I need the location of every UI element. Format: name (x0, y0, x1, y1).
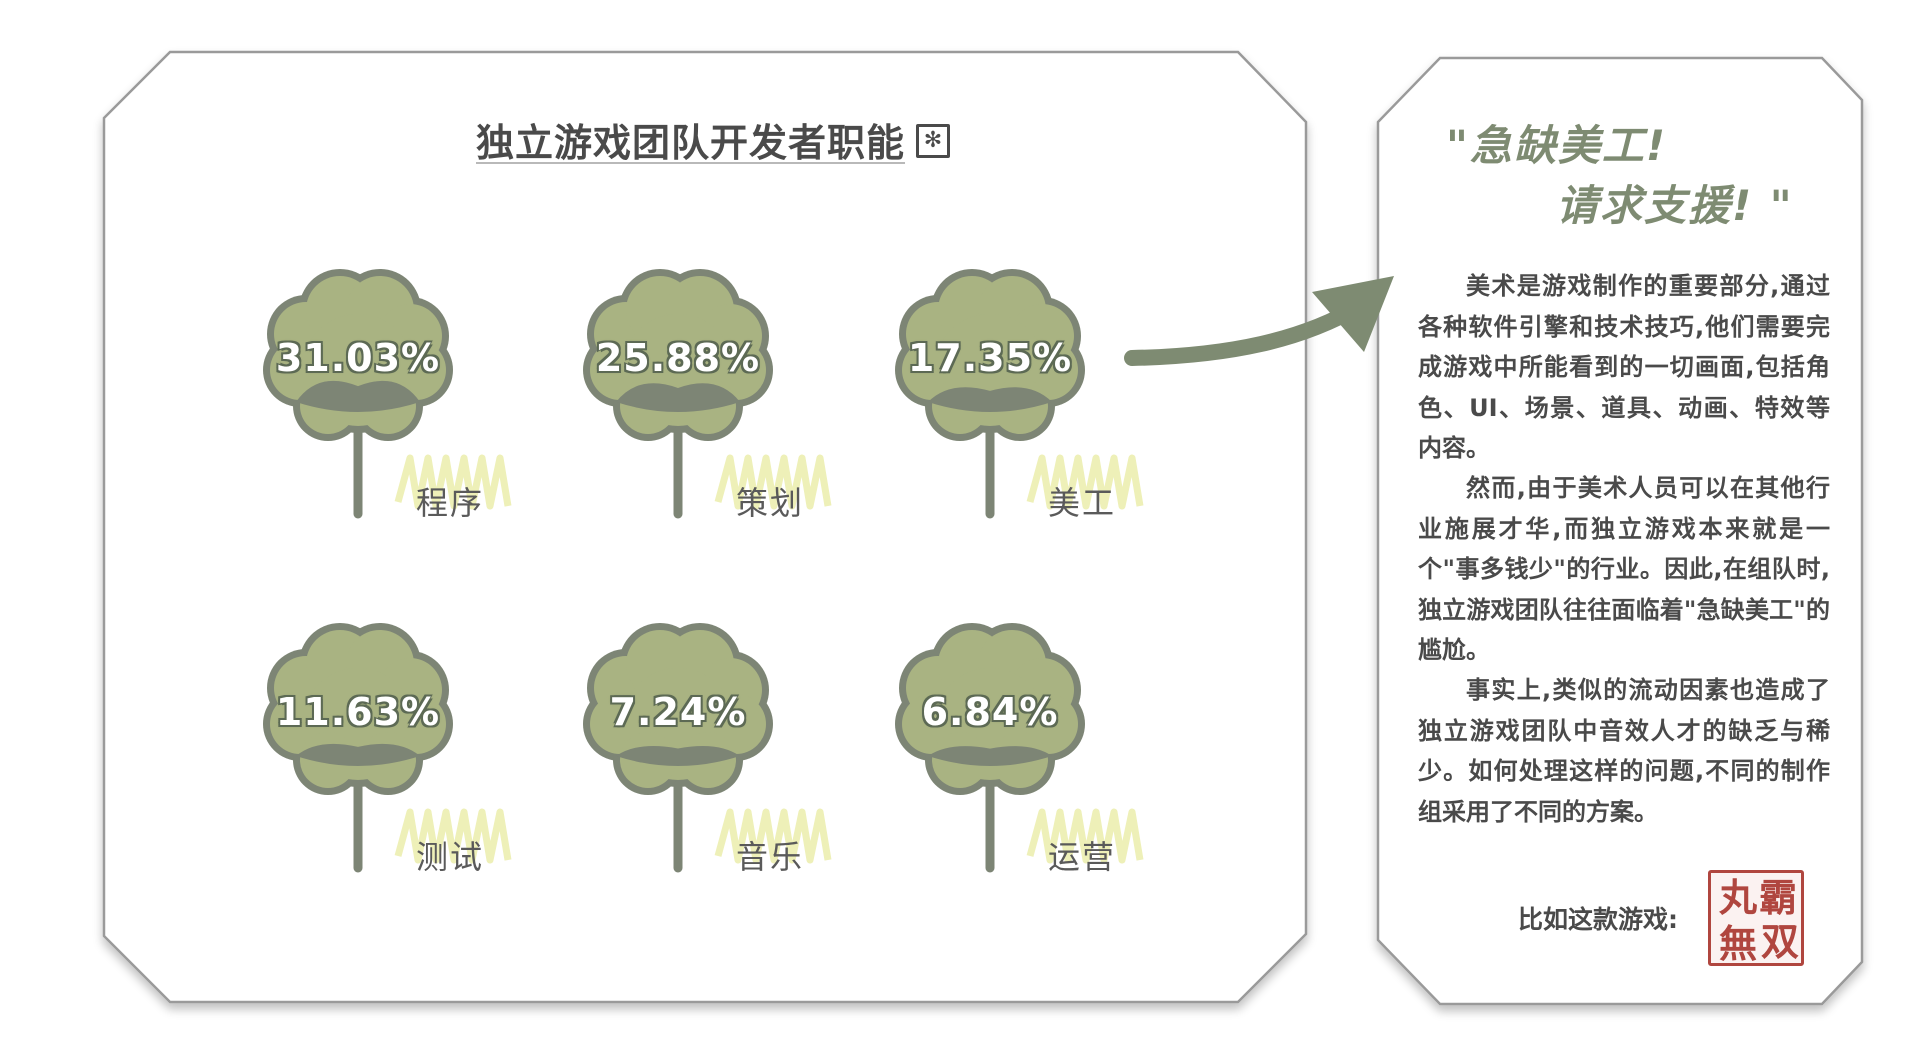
seal-char-2: 霸 (1759, 875, 1798, 920)
quote-line-1: "急缺美工! (1446, 121, 1668, 170)
chart-marks (263, 269, 1144, 873)
category-label-3: 美工 (1047, 484, 1116, 522)
seal-char-3: 無 (1719, 921, 1758, 966)
category-label-4: 测试 (415, 838, 484, 876)
text-card (1376, 56, 1864, 1006)
flower-marker-5 (583, 623, 832, 873)
value-label-1: 31.03% (275, 336, 441, 380)
category-label-6: 运营 (1047, 838, 1116, 876)
paragraph-3: 事实上,类似的流动因素也造成了独立游戏团队中音效人才的缺乏与稀少。如何处理这样的… (1418, 676, 1830, 826)
arrow-icon (1124, 276, 1394, 366)
category-label-5: 音乐 (735, 838, 804, 876)
category-label-1: 程序 (415, 484, 484, 522)
paragraph-1: 美术是游戏制作的重要部分,通过各种软件引擎和技术技巧,他们需要完成游戏中所能看到… (1418, 272, 1830, 462)
category-label-2: 策划 (735, 484, 804, 522)
snowflake-icon: ✻ (916, 124, 950, 158)
chart-title: 独立游戏团队开发者职能 (476, 121, 906, 165)
flower-marker-3 (895, 269, 1144, 519)
quote-line-2: 请求支援! " (1556, 181, 1794, 230)
flower-marker-6 (895, 623, 1144, 873)
value-label-2: 25.88% (595, 336, 761, 380)
flower-marker-1 (263, 269, 512, 519)
example-label: 比如这款游戏: (1518, 905, 1678, 934)
paragraph-2: 然而,由于美术人员可以在其他行业施展才华,而独立游戏本来就是一个"事多钱少"的行… (1418, 474, 1830, 664)
value-label-6: 6.84% (921, 690, 1059, 734)
value-label-5: 7.24% (609, 690, 747, 734)
seal-char-4: 双 (1761, 919, 1800, 964)
game-logo-seal-icon: 丸 霸 無 双 (1708, 870, 1804, 966)
flower-marker-2 (583, 269, 832, 519)
flower-marker-4 (263, 623, 512, 873)
value-label-3: 17.35% (907, 336, 1073, 380)
value-label-4: 11.63% (275, 690, 441, 734)
seal-char-1: 丸 (1719, 875, 1758, 920)
